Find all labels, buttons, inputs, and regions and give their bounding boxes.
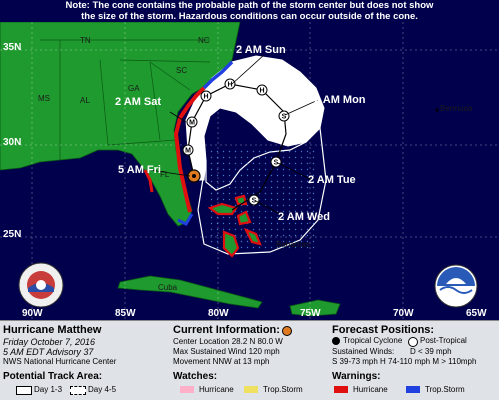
hurricane-warning-west: [143, 169, 154, 193]
winds-scale: S 39-73 mph H 74-110 mph M > 110mph: [332, 357, 477, 366]
state-fl: FL: [160, 170, 170, 179]
current-info-title: Current Information:: [173, 324, 280, 336]
svg-text:H: H: [259, 88, 264, 95]
place-cuba: Cuba: [158, 283, 178, 292]
issuing-center: NWS National Hurricane Center: [3, 357, 117, 366]
hurricane-watch-swatch: [180, 386, 194, 393]
storm-name: Hurricane Matthew: [3, 324, 102, 336]
movement: Movement NNW at 13 mph: [173, 357, 270, 366]
state-sc: SC: [176, 66, 188, 75]
cone-stipple: [206, 150, 318, 250]
day1-3-swatch: [16, 386, 32, 395]
cone-note-line2: the size of the storm. Hazardous conditi…: [81, 11, 418, 22]
tropstorm-warning-coast: [202, 60, 234, 90]
label-2am-sat: 2 AM Sat: [115, 96, 162, 108]
warnings-title: Warnings:: [332, 371, 381, 382]
label-2am-wed: 2 AM Wed: [278, 211, 330, 223]
state-nc: NC: [198, 36, 210, 45]
state-ms: MS: [38, 94, 50, 103]
label-pointers: [149, 54, 319, 216]
hurricane-warning-label: Hurricane: [353, 385, 388, 394]
noaa-logo-icon: [434, 264, 478, 308]
lon-label-85w: 85W: [115, 308, 136, 319]
center-location: Center Location 28.2 N 80.0 W: [173, 337, 283, 346]
label-5am-fri: 5 AM Fri: [118, 164, 161, 176]
hurricane-warning-swatch: [334, 386, 348, 393]
bermuda-dot: [435, 108, 439, 112]
cuba: [117, 275, 263, 309]
lon-label-80w: 80W: [208, 308, 229, 319]
cone-note: Note: The cone contains the probable pat…: [0, 0, 499, 22]
hurricane-watch-label: Hurricane: [199, 385, 234, 394]
state-al: AL: [80, 96, 90, 105]
state-ga: GA: [128, 84, 140, 93]
graticule: [0, 22, 499, 320]
lat-label-30n: 30N: [3, 137, 22, 148]
lon-label-70w: 70W: [393, 308, 414, 319]
sustained-winds-label: Sustained Winds:: [332, 347, 395, 356]
max-sustained-wind: Max Sustained Wind 120 mph: [173, 347, 280, 356]
day4-5-swatch: [70, 386, 86, 395]
forecast-markers: M M H H H S S S: [182, 78, 290, 206]
nws-logo-icon: [18, 262, 64, 308]
lon-label-65w: 65W: [466, 308, 487, 319]
tropstorm-watch-swatch: [244, 386, 258, 393]
label-2am-mon: 2 AM Mon: [314, 94, 366, 106]
place-bermuda: Bermuda: [440, 104, 473, 113]
info-panel: Hurricane Matthew Friday October 7, 2016…: [0, 320, 499, 400]
tropical-cyclone-label: Tropical Cyclone: [343, 336, 403, 345]
hispaniola: [289, 299, 341, 317]
state-borders: [40, 39, 211, 160]
post-tropical-label: Post-Tropical: [420, 336, 467, 345]
cone-note-line1: Note: The cone contains the probable pat…: [65, 0, 434, 11]
label-2am-tue: 2 AM Tue: [308, 174, 356, 186]
hurricane-warning-coast: [173, 86, 206, 213]
track-area-title: Potential Track Area:: [3, 371, 103, 382]
tropstorm-warning-label: Trop.Storm: [425, 385, 465, 394]
watches-title: Watches:: [173, 371, 218, 382]
post-tropical-icon: [408, 337, 418, 347]
bahamas-islands: [207, 194, 262, 258]
forecast-positions-title: Forecast Positions:: [332, 324, 435, 336]
winds-d: D < 39 mph: [410, 347, 452, 356]
current-position-legend-icon: [282, 326, 292, 336]
tropical-cyclone-icon: [332, 337, 340, 345]
tropstorm-warning-keys: [177, 213, 194, 226]
forecast-map: M M H H H S S S Note: The cone: [0, 0, 499, 320]
lon-label-90w: 90W: [22, 308, 43, 319]
lat-label-25n: 25N: [3, 229, 22, 240]
day1-3-label: Day 1-3: [34, 385, 63, 394]
state-tn: TN: [80, 36, 91, 45]
svg-text:H: H: [203, 94, 208, 101]
advisory-number: 5 AM EDT Advisory 37: [3, 347, 94, 357]
map-svg: M M H H H S S S: [0, 21, 499, 320]
day4-5-label: Day 4-5: [88, 385, 117, 394]
label-2am-sun: 2 AM Sun: [236, 44, 286, 56]
svg-text:M: M: [185, 148, 191, 155]
place-bahamas: Bahamas: [276, 240, 310, 249]
lon-label-75w: 75W: [300, 308, 321, 319]
svg-text:S: S: [274, 160, 279, 167]
svg-text:S: S: [252, 198, 257, 205]
svg-text:M: M: [189, 120, 195, 127]
svg-text:H: H: [227, 82, 232, 89]
svg-text:S: S: [282, 114, 287, 121]
tropstorm-warning-swatch: [406, 386, 420, 393]
tropstorm-watch-label: Trop.Storm: [263, 385, 303, 394]
lat-label-35n: 35N: [3, 42, 22, 53]
advisory-date: Friday October 7, 2016: [3, 337, 96, 347]
